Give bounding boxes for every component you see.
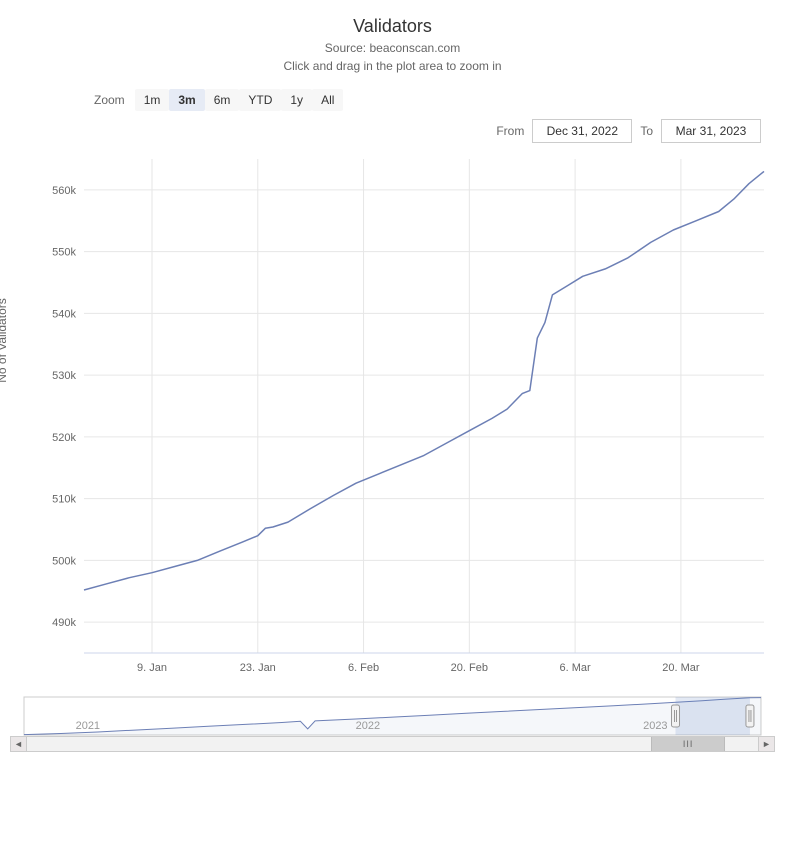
scroll-left-button[interactable]: ◄ bbox=[11, 737, 27, 751]
scrollbar-thumb[interactable]: III bbox=[651, 737, 725, 751]
navigator-scrollbar[interactable]: ◄ III ► bbox=[10, 736, 775, 752]
svg-text:510k: 510k bbox=[52, 494, 76, 506]
svg-text:490k: 490k bbox=[52, 617, 76, 629]
svg-text:520k: 520k bbox=[52, 432, 76, 444]
to-label: To bbox=[640, 124, 653, 138]
svg-text:20. Mar: 20. Mar bbox=[662, 662, 700, 674]
zoom-1y-button[interactable]: 1y bbox=[281, 89, 312, 111]
svg-text:530k: 530k bbox=[52, 370, 76, 382]
scrollbar-track[interactable]: III bbox=[27, 737, 758, 751]
svg-text:500k: 500k bbox=[52, 555, 76, 567]
to-date-input[interactable] bbox=[661, 119, 761, 143]
svg-text:2022: 2022 bbox=[356, 720, 380, 732]
from-label: From bbox=[496, 124, 524, 138]
svg-text:23. Jan: 23. Jan bbox=[240, 662, 276, 674]
line-chart-svg[interactable]: 490k 500k 510k 520k 530k 540k 550k 560k 9. Jan 23… bbox=[10, 153, 775, 683]
svg-text:2023: 2023 bbox=[643, 720, 667, 732]
svg-text:6. Feb: 6. Feb bbox=[348, 662, 379, 674]
from-date-input[interactable] bbox=[532, 119, 632, 143]
zoom-6m-button[interactable]: 6m bbox=[205, 89, 240, 111]
subtitle-line-2: Click and drag in the plot area to zoom … bbox=[283, 59, 501, 73]
zoom-controls: Zoom 1m3m6mYTD1yAll bbox=[94, 89, 775, 111]
svg-text:6. Mar: 6. Mar bbox=[560, 662, 592, 674]
zoom-all-button[interactable]: All bbox=[312, 89, 343, 111]
navigator[interactable]: 2021 2022 2023 ◄ III ► bbox=[10, 695, 775, 753]
date-range-controls: From To bbox=[10, 119, 761, 143]
y-axis-title: No of Validators bbox=[0, 298, 9, 383]
svg-text:2021: 2021 bbox=[76, 720, 100, 732]
zoom-ytd-button[interactable]: YTD bbox=[239, 89, 281, 111]
chart-title: Validators bbox=[10, 16, 775, 37]
svg-text:20. Feb: 20. Feb bbox=[451, 662, 488, 674]
zoom-1m-button[interactable]: 1m bbox=[135, 89, 170, 111]
scroll-right-button[interactable]: ► bbox=[758, 737, 774, 751]
svg-text:540k: 540k bbox=[52, 308, 76, 320]
chart-container: Validators Source: beaconscan.com Click … bbox=[0, 0, 785, 753]
zoom-label: Zoom bbox=[94, 93, 125, 107]
zoom-3m-button[interactable]: 3m bbox=[169, 89, 204, 111]
plot-area[interactable]: No of Validators 490k500k510k520k530k540… bbox=[10, 153, 775, 683]
svg-text:560k: 560k bbox=[52, 185, 76, 197]
chart-subtitle: Source: beaconscan.com Click and drag in… bbox=[10, 39, 775, 75]
svg-text:550k: 550k bbox=[52, 247, 76, 259]
subtitle-line-1: Source: beaconscan.com bbox=[325, 41, 460, 55]
navigator-svg[interactable]: 2021 2022 2023 bbox=[10, 695, 775, 737]
svg-text:9. Jan: 9. Jan bbox=[137, 662, 167, 674]
